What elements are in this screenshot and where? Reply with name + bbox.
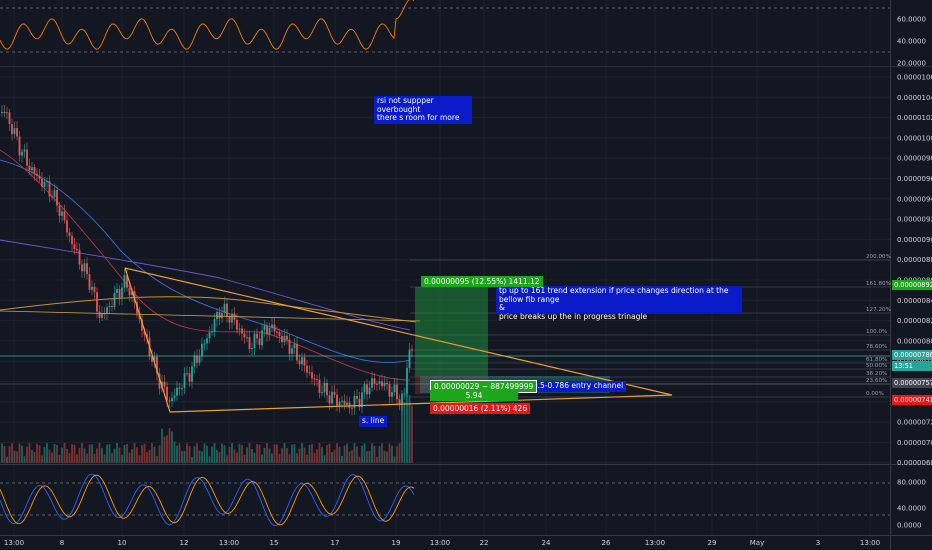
time-axis-label: 26 — [602, 539, 611, 547]
fib-level-label: 61.80% — [866, 357, 888, 363]
price-axis-label: 0.00001020 — [897, 114, 932, 122]
fib-level-label: 127.20% — [866, 307, 891, 313]
price-axis-label: 0.00000980 — [897, 155, 932, 163]
fib-level-label: 200.00% — [866, 254, 891, 260]
time-axis-label: 13:00 — [219, 539, 239, 547]
time-axis-label: 12 — [180, 539, 189, 547]
time-axis-label: May — [750, 539, 764, 547]
ratio-label: 5.94 — [430, 390, 518, 401]
time-axis-label: 3 — [816, 539, 820, 547]
time-axis-label: 8 — [60, 539, 64, 547]
fib-level-label: 100.0% — [866, 329, 888, 335]
rsi-axis-label: 60.0000 — [897, 16, 926, 24]
fib-level-label: 50.00% — [866, 363, 888, 369]
trendline[interactable] — [0, 310, 421, 322]
stochastic-lines — [0, 473, 415, 526]
price-axis-label: 0.00000900 — [897, 236, 932, 244]
stoch-axis-label: 0.0000 — [897, 522, 922, 530]
price-axis-label: 0.00000940 — [897, 195, 932, 203]
target-label: 0.00000095 (12.55%) 1411.12 — [421, 276, 543, 287]
time-axis-label: 13:00 — [4, 539, 24, 547]
fib-level-label: 23.60% — [866, 378, 888, 384]
price-axis-label: 0.00000680 — [897, 459, 932, 467]
price-axis-label: 0.00000720 — [897, 419, 932, 427]
price-tag-current: 0.00000786 — [892, 350, 932, 360]
time-axis-label: 13:00 — [430, 539, 450, 547]
stop-label: 0.00000016 (2.11%) 426 — [430, 403, 531, 414]
time-axis-label: 15 — [270, 539, 279, 547]
fib-level-label: 78.60% — [866, 344, 888, 350]
rsi-axis-label: 20.0000 — [897, 60, 926, 68]
triangle-pattern[interactable] — [124, 267, 673, 413]
price-axis-label: 0.00000920 — [897, 216, 932, 224]
time-axis-label: 13:00 — [860, 539, 880, 547]
fib-level-label: 161.80% — [866, 281, 891, 287]
price-tag-entry: 0.00000757 — [892, 378, 932, 388]
price-axis-label: 0.00000840 — [897, 297, 932, 305]
fib-level-label: 0.00% — [866, 391, 884, 397]
fib-extension-lines — [410, 259, 890, 398]
tp-note[interactable]: tp up to 161 trend extension if price ch… — [496, 286, 742, 320]
countdown-tag: 13:51 — [892, 361, 932, 371]
price-axis-label: 0.00001000 — [897, 134, 932, 142]
price-axis-label: 0.00000820 — [897, 317, 932, 325]
price-axis-label: 0.00000960 — [897, 175, 932, 183]
rsi-line — [0, 0, 415, 50]
time-axis-label: 22 — [480, 539, 489, 547]
price-axis-label: 0.00000880 — [897, 256, 932, 264]
stoch-axis-label: 40.0000 — [897, 505, 926, 513]
price-tag-stop: 0.00000741 — [892, 395, 932, 405]
time-axis-label: 24 — [542, 539, 551, 547]
rsi-axis-label: 40.0000 — [897, 38, 926, 46]
target-zone[interactable] — [415, 287, 488, 376]
time-axis-label: 13:00 — [645, 539, 665, 547]
time-axis-label: 10 — [118, 539, 127, 547]
stoch-axis-label: 80.0000 — [897, 479, 926, 487]
rsi-note[interactable]: rsi not suppper overbought there s room … — [374, 96, 472, 124]
fib-level-label: 38.20% — [866, 371, 888, 377]
time-axis-label: 29 — [708, 539, 717, 547]
price-axis-label: 0.00000800 — [897, 337, 932, 345]
price-axis-label: 0.00001060 — [897, 74, 932, 82]
time-axis-label: 17 — [331, 539, 340, 547]
time-axis-label: 19 — [392, 539, 401, 547]
price-axis-label: 0.00001040 — [897, 94, 932, 102]
price-axis-label: 0.00000700 — [897, 439, 932, 447]
s-line-note[interactable]: s. line — [359, 416, 388, 427]
moving-averages — [0, 149, 417, 381]
volume-bars — [1, 393, 413, 463]
price-tag-target: 0.00000892 — [892, 280, 932, 290]
